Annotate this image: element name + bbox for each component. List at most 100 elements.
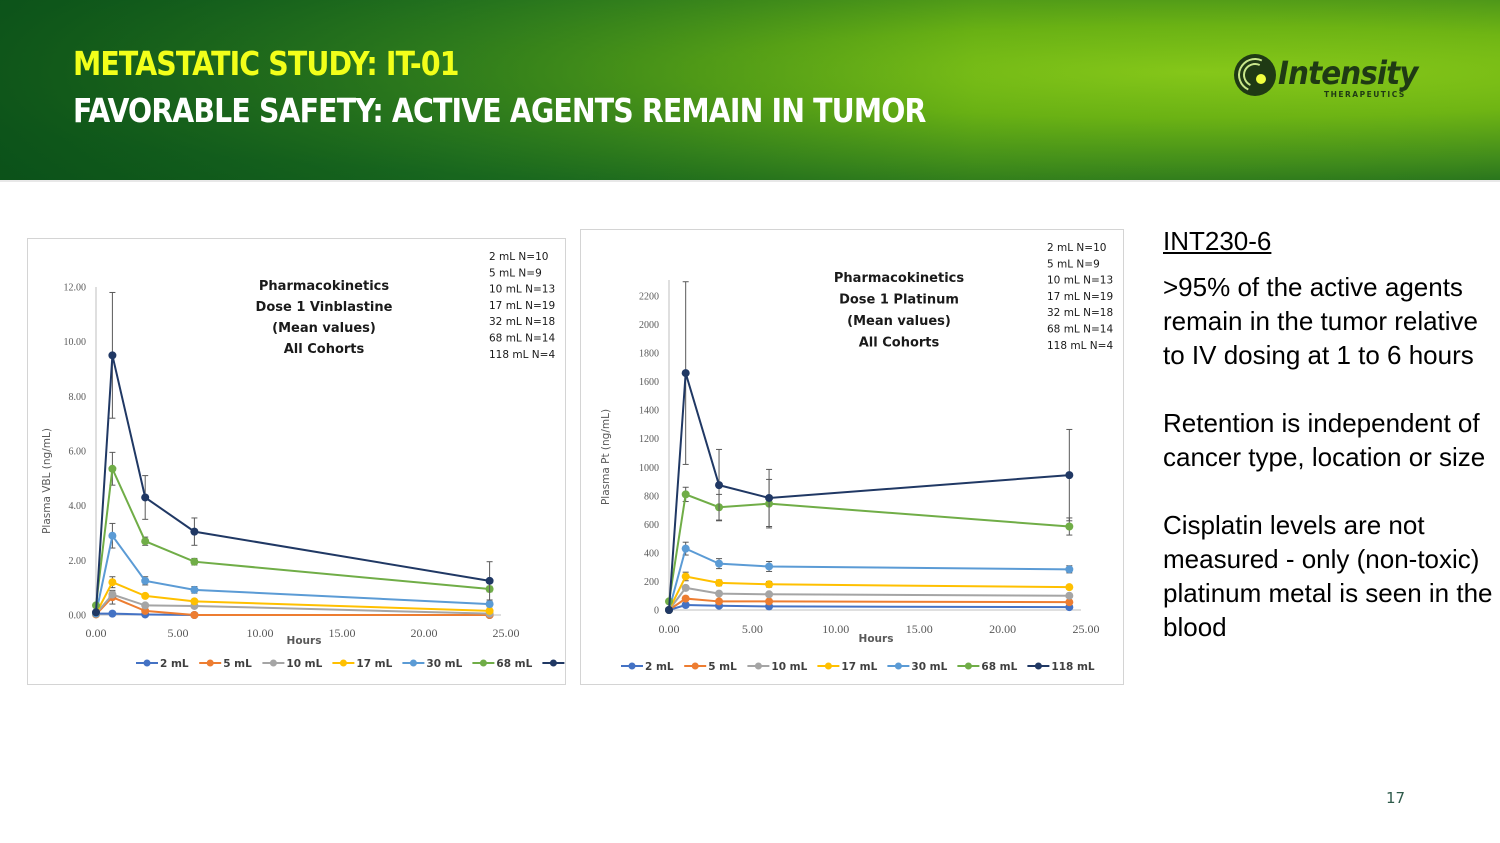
legend-item: 10 mL — [262, 658, 323, 670]
x-tick-label: 0.00 — [86, 626, 107, 640]
cohort-note: 2 mL N=10 — [489, 251, 548, 263]
legend-label: 68 mL — [496, 658, 532, 670]
series-line — [668, 597, 1070, 611]
data-point — [108, 578, 117, 587]
y-tick-label: 2200 — [639, 292, 659, 303]
legend-item: 5 mL — [199, 658, 252, 670]
legend-marker — [894, 662, 902, 670]
page-number: 17 — [1386, 789, 1406, 807]
legend-item: 2 mL — [621, 661, 674, 673]
cohort-note: 32 mL N=18 — [489, 316, 555, 328]
data-point — [1065, 471, 1074, 480]
legend-label: 5 mL — [708, 661, 737, 673]
data-point — [765, 590, 774, 599]
slide-title: METASTATIC STUDY: IT-01 — [73, 44, 459, 83]
y-tick-label: 800 — [644, 491, 659, 502]
legend-marker — [143, 659, 151, 667]
x-tick-label: 5.00 — [742, 622, 763, 636]
legend-label: 118 mL — [1051, 661, 1095, 673]
data-point — [190, 527, 199, 536]
cohort-note: 10 mL N=13 — [489, 284, 555, 296]
data-point — [681, 583, 690, 592]
series-68ml — [92, 451, 494, 610]
data-point — [765, 580, 774, 589]
legend-item: 2 mL — [136, 658, 189, 670]
legend-label: 2 mL — [160, 658, 189, 670]
data-point — [765, 493, 774, 502]
legend-marker — [1034, 662, 1042, 670]
legend-label: 68 mL — [981, 661, 1017, 673]
chart-title-line: All Cohorts — [859, 336, 940, 351]
y-tick-label: 4.00 — [69, 501, 87, 512]
cohort-note: 68 mL N=14 — [1047, 324, 1113, 336]
y-tick-label: 200 — [644, 577, 659, 588]
legend-item: 30 mL — [887, 661, 948, 673]
platinum-chart-svg: 0 200 400 600 800 1000 1200 1400 1600 1800 2000 220… — [600, 242, 1113, 673]
data-point — [715, 559, 724, 568]
y-tick-label: 12.00 — [64, 283, 87, 294]
y-axis-title: Plasma VBL (ng/mL) — [41, 428, 53, 534]
x-tick-label: 10.00 — [247, 626, 274, 640]
data-point — [665, 606, 673, 614]
data-point — [681, 369, 690, 378]
data-point — [715, 597, 724, 606]
data-point — [190, 557, 199, 566]
data-point — [1065, 565, 1074, 574]
data-point — [141, 576, 150, 585]
y-tick-label: 2.00 — [69, 556, 87, 567]
legend-label: 30 mL — [426, 658, 462, 670]
chart-title-line: All Cohorts — [284, 342, 365, 357]
legend-label: 30 mL — [911, 661, 947, 673]
legend-label: 2 mL — [645, 661, 674, 673]
data-point — [1065, 598, 1074, 607]
y-tick-label: 0 — [654, 606, 659, 617]
side-panel: INT230-6 >95% of the active agents remai… — [1163, 224, 1500, 644]
y-tick-label: 400 — [644, 548, 659, 559]
x-tick-label: 5.00 — [168, 626, 189, 640]
y-tick-label: 1800 — [639, 349, 659, 360]
data-point — [485, 576, 494, 585]
legend-item: 30 mL — [402, 658, 463, 670]
chart-title-line: Dose 1 Platinum — [839, 293, 959, 308]
x-tick-label: 20.00 — [989, 622, 1016, 636]
data-point — [141, 601, 150, 610]
legend-item: 5 mL — [684, 661, 737, 673]
logo-wordmark: Intensity — [1278, 54, 1418, 92]
y-tick-label: 1200 — [639, 434, 659, 445]
series-line — [95, 355, 490, 613]
data-point — [141, 537, 150, 546]
legend-label: 10 mL — [771, 661, 807, 673]
data-point — [108, 351, 117, 360]
drug-heading: INT230-6 — [1163, 226, 1272, 256]
data-point — [681, 594, 690, 603]
legend-marker — [964, 662, 972, 670]
data-point — [108, 464, 117, 473]
data-point — [765, 562, 774, 571]
data-point — [1065, 583, 1074, 592]
y-tick-label: 600 — [644, 520, 659, 531]
cohort-note: 5 mL N=9 — [1047, 258, 1100, 270]
data-point — [141, 591, 150, 600]
legend-item: 68 mL — [472, 658, 533, 670]
legend-label: 10 mL — [286, 658, 322, 670]
x-axis-title: Hours — [859, 633, 894, 645]
chart-title-line: Dose 1 Vinblastine — [256, 300, 393, 315]
series-line — [95, 465, 490, 606]
x-tick-label: 25.00 — [493, 626, 520, 640]
data-point — [681, 490, 690, 499]
y-tick-label: 6.00 — [69, 447, 87, 458]
x-axis-title: Hours — [287, 635, 322, 647]
data-point — [715, 589, 724, 598]
chart-title-line: (Mean values) — [847, 314, 951, 329]
y-tick-label: 1600 — [639, 377, 659, 388]
cohort-note: 17 mL N=19 — [1047, 291, 1113, 303]
data-point — [485, 606, 494, 615]
series-118ml — [92, 291, 494, 617]
data-point — [141, 606, 150, 615]
y-tick-label: 2000 — [639, 320, 659, 331]
x-tick-label: 0.00 — [659, 622, 680, 636]
data-point — [715, 481, 724, 490]
data-point — [765, 597, 774, 606]
data-point — [108, 609, 117, 618]
series-line — [668, 604, 1070, 611]
